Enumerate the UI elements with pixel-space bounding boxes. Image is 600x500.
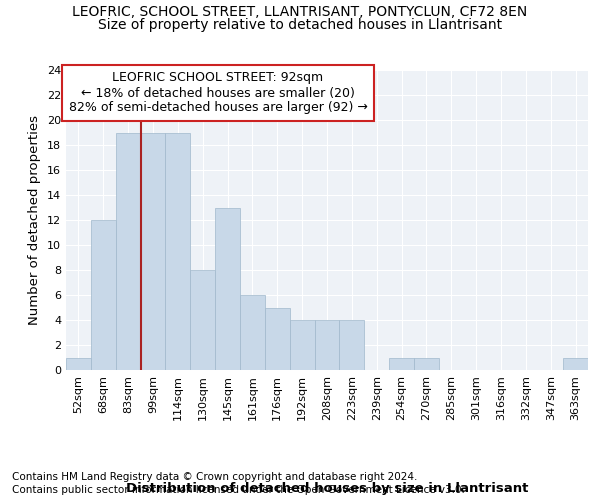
X-axis label: Distribution of detached houses by size in Llantrisant: Distribution of detached houses by size … [126,482,528,496]
Bar [414,358,439,370]
Bar [215,208,240,370]
Bar [140,132,166,370]
Bar [389,358,414,370]
Bar [116,132,140,370]
Text: Contains public sector information licensed under the Open Government Licence v3: Contains public sector information licen… [12,485,465,495]
Bar [314,320,340,370]
Y-axis label: Number of detached properties: Number of detached properties [28,115,41,325]
Bar [166,132,190,370]
Text: LEOFRIC SCHOOL STREET: 92sqm
← 18% of detached houses are smaller (20)
82% of se: LEOFRIC SCHOOL STREET: 92sqm ← 18% of de… [68,72,367,114]
Bar [563,358,588,370]
Bar [190,270,215,370]
Bar [265,308,290,370]
Bar [91,220,116,370]
Text: LEOFRIC, SCHOOL STREET, LLANTRISANT, PONTYCLUN, CF72 8EN: LEOFRIC, SCHOOL STREET, LLANTRISANT, PON… [73,5,527,19]
Bar [66,358,91,370]
Bar [290,320,314,370]
Bar [240,295,265,370]
Bar [340,320,364,370]
Text: Contains HM Land Registry data © Crown copyright and database right 2024.: Contains HM Land Registry data © Crown c… [12,472,418,482]
Text: Size of property relative to detached houses in Llantrisant: Size of property relative to detached ho… [98,18,502,32]
